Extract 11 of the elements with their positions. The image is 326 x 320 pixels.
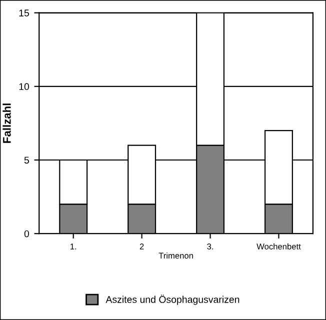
y-tick-label: 10 xyxy=(19,83,30,90)
legend-label: Aszites und Ösophagusvarizen xyxy=(106,294,240,305)
y-tick-label: 5 xyxy=(24,156,29,164)
y-tick-label: 0 xyxy=(24,230,30,238)
x-tick-label: Wochenbett xyxy=(256,243,301,250)
x-axis-title: Trimenon xyxy=(158,252,193,259)
x-tick-label: 2 xyxy=(140,244,144,250)
x-tick-label: 3. xyxy=(207,244,213,250)
y-tick-label: 15 xyxy=(19,10,29,16)
x-tick-label: 1. xyxy=(70,244,76,250)
y-axis-title: Fallzahl xyxy=(2,104,11,143)
